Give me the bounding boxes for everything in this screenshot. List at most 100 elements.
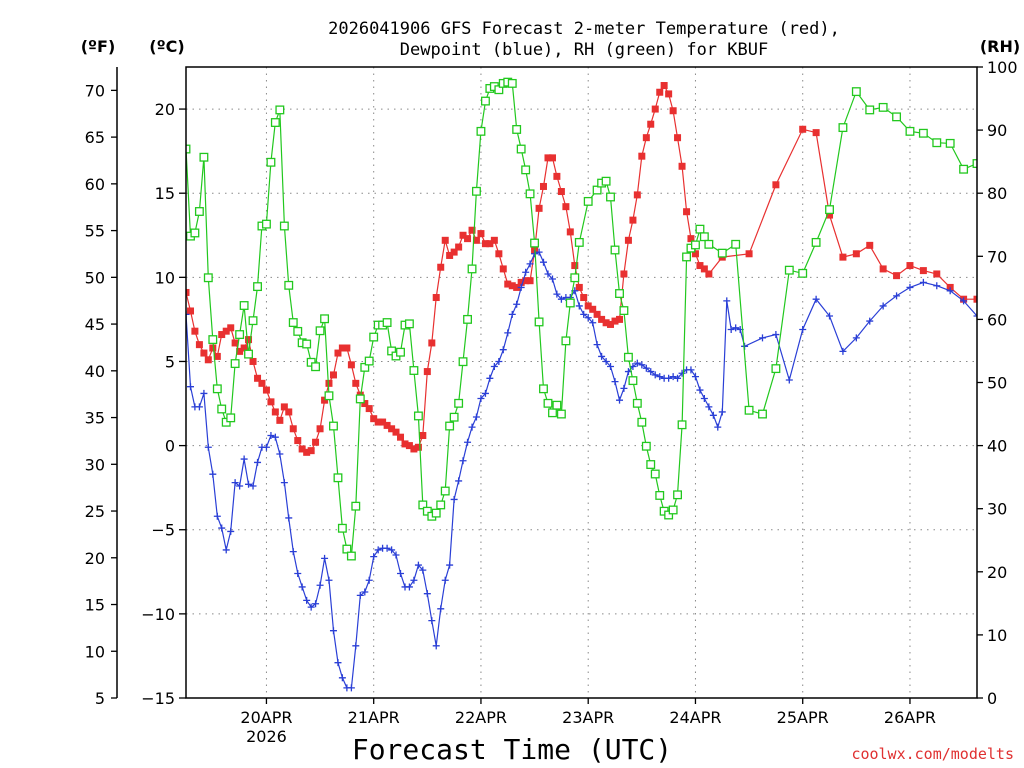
temperature-marker xyxy=(826,211,834,219)
dewpoint-marker xyxy=(522,268,530,276)
temperature-marker xyxy=(191,327,199,335)
dewpoint-marker xyxy=(486,374,494,382)
temperature-marker xyxy=(656,88,664,96)
fahrenheit-tick-label: 5 xyxy=(95,689,105,708)
temperature-marker xyxy=(468,226,476,234)
temperature-marker xyxy=(879,265,887,273)
rh-marker xyxy=(351,501,361,511)
rh-marker xyxy=(449,412,459,422)
rh-marker xyxy=(239,301,249,310)
temperature-marker xyxy=(691,250,699,258)
rh-marker xyxy=(396,347,405,357)
dewpoint-marker xyxy=(361,588,369,596)
rh-marker xyxy=(972,159,977,168)
rh-marker xyxy=(467,264,477,274)
temperature-marker xyxy=(522,277,530,285)
rh-marker xyxy=(418,500,428,510)
rh-marker xyxy=(364,356,374,366)
temperature-marker xyxy=(379,418,387,426)
dewpoint-marker xyxy=(642,364,650,372)
temperature-marker xyxy=(209,344,217,352)
temperature-marker xyxy=(674,134,682,142)
dewpoint-marker xyxy=(218,524,226,532)
temperature-marker xyxy=(571,262,579,270)
temperature-marker xyxy=(933,270,941,278)
rh-marker xyxy=(628,376,638,386)
dewpoint-marker xyxy=(236,482,244,490)
celsius-tick-label: 20 xyxy=(155,100,175,119)
temperature-marker xyxy=(405,442,413,450)
temperature-marker xyxy=(893,272,901,280)
rh-marker xyxy=(583,196,593,206)
temperature-marker xyxy=(575,283,583,291)
rh-marker xyxy=(932,138,942,148)
dewpoint-marker xyxy=(723,297,731,305)
temperature-marker xyxy=(200,349,208,357)
rh-tick-label: 50 xyxy=(987,374,1007,393)
celsius-tick-label: −10 xyxy=(141,605,175,624)
rh-marker xyxy=(329,421,338,431)
rh-marker xyxy=(865,105,875,115)
fahrenheit-tick-label: 35 xyxy=(85,409,105,428)
dewpoint-marker xyxy=(316,581,324,589)
dewpoint-marker xyxy=(696,386,704,394)
grid-layer xyxy=(186,67,977,698)
rh-marker xyxy=(355,394,365,404)
dewpoint-marker xyxy=(423,590,431,598)
rh-marker xyxy=(315,326,325,336)
temperature-marker xyxy=(607,320,615,328)
dewpoint-marker xyxy=(544,270,552,278)
dewpoint-marker xyxy=(826,312,834,320)
rh-tick-label: 100 xyxy=(987,58,1018,77)
dewpoint-marker xyxy=(338,674,346,682)
temperature-marker xyxy=(526,277,534,285)
rh-marker xyxy=(565,298,575,308)
dewpoint-marker xyxy=(879,302,887,310)
fahrenheit-tick-label: 65 xyxy=(85,128,105,147)
dewpoint-marker xyxy=(517,283,525,291)
chart-title-line2: Dewpoint (blue), RH (green) for KBUF xyxy=(400,40,768,60)
temperature-marker xyxy=(705,270,713,278)
rh-marker xyxy=(212,384,222,394)
temperature-marker xyxy=(195,341,203,349)
temperature-marker xyxy=(584,302,592,310)
temperature-marker xyxy=(517,278,525,286)
rh-marker xyxy=(311,362,321,372)
dewpoint-marker xyxy=(388,546,396,554)
rh-marker xyxy=(758,409,767,419)
temperature-marker xyxy=(638,152,646,160)
rh-marker xyxy=(471,186,481,196)
dewpoint-marker xyxy=(669,373,677,381)
x-tick-label: 24APR xyxy=(669,708,721,727)
x-axis-title: Forecast Time (UTC) xyxy=(352,733,672,766)
rh-marker xyxy=(641,441,651,451)
temperature-marker xyxy=(347,361,355,369)
rh-marker xyxy=(534,317,544,327)
rh-marker xyxy=(463,314,472,324)
rh-marker xyxy=(525,189,535,199)
dewpoint-marker xyxy=(334,659,342,667)
dewpoint-marker xyxy=(414,561,422,569)
rh-tick-label: 30 xyxy=(987,500,1007,519)
dewpoint-marker xyxy=(799,325,807,333)
dewpoint-marker xyxy=(410,576,418,584)
dewpoint-marker xyxy=(598,352,606,360)
dewpoint-marker xyxy=(557,295,565,303)
temperature-marker xyxy=(267,398,275,406)
temperature-marker xyxy=(544,154,552,162)
rh-marker xyxy=(601,176,611,186)
dewpoint-marker xyxy=(513,300,521,308)
fahrenheit-tick-label: 50 xyxy=(85,268,105,287)
rh-marker xyxy=(190,228,200,238)
dewpoint-marker xyxy=(459,457,467,465)
dewpoint-marker xyxy=(616,396,624,404)
rh-marker xyxy=(404,319,414,329)
temperature-marker xyxy=(236,347,244,355)
rh-marker xyxy=(892,112,902,122)
temperature-marker xyxy=(616,315,624,323)
dewpoint-marker xyxy=(240,455,248,463)
dewpoint-marker xyxy=(383,544,391,552)
rh-marker xyxy=(691,240,700,250)
dewpoint-marker xyxy=(195,403,203,411)
temperature-marker xyxy=(486,240,494,248)
